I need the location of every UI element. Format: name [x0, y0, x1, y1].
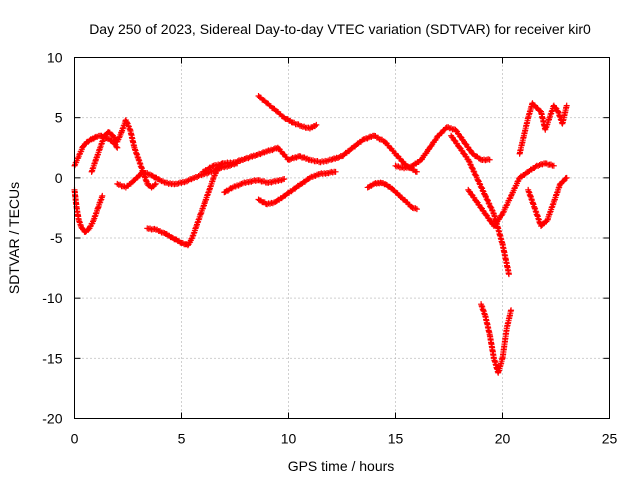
series-arc-13: [465, 160, 557, 229]
x-tick-label: 0: [71, 431, 79, 447]
data-point-markers: [255, 168, 339, 208]
y-tick-label: 5: [55, 110, 63, 126]
series-arc-10: [364, 179, 420, 213]
y-tick-label: -20: [42, 411, 62, 427]
y-tick-label: -15: [42, 350, 62, 366]
series-arc-07: [255, 93, 320, 132]
data-point-markers: [255, 93, 320, 132]
series-arc-03: [88, 117, 159, 191]
y-tick-label: 10: [47, 50, 63, 66]
series-arc-09: [255, 168, 339, 208]
data-point-markers: [364, 179, 420, 213]
series-arc-15: [516, 100, 570, 157]
data-point-markers: [516, 100, 570, 157]
data-point-markers: [144, 160, 226, 249]
series-arc-11: [392, 124, 493, 172]
y-tick-label: -5: [50, 230, 63, 246]
x-tick-label: 10: [281, 431, 297, 447]
data-point-markers: [88, 117, 159, 191]
x-tick-label: 25: [602, 431, 618, 447]
series-arc-05: [144, 160, 226, 249]
y-axis-title: SDTVAR / TECUs: [6, 182, 22, 294]
series-arc-02: [71, 186, 106, 235]
y-tick-label: 0: [55, 170, 63, 186]
series-arc-04: [114, 160, 241, 191]
series-arc-08: [221, 176, 288, 196]
data-point-markers: [392, 124, 493, 172]
data-point-markers: [478, 301, 515, 376]
x-tick-label: 15: [388, 431, 404, 447]
data-marks: [71, 93, 570, 376]
x-axis-title: GPS time / hours: [288, 458, 395, 474]
chart-title: Day 250 of 2023, Sidereal Day-to-day VTE…: [89, 21, 591, 37]
axis-ticks: [74, 57, 610, 419]
series-arc-14: [478, 301, 515, 376]
x-tick-label: 20: [495, 431, 511, 447]
data-point-markers: [465, 160, 557, 229]
y-tick-labels: -20 -15 -10 -5 0 5 10: [42, 50, 62, 427]
data-point-markers: [221, 176, 288, 196]
data-point-markers: [199, 132, 420, 175]
series-arc-16: [525, 174, 570, 229]
data-point-markers: [525, 174, 570, 229]
y-tick-label: -10: [42, 290, 62, 306]
x-tick-labels: 0 5 10 15 20 25: [71, 431, 618, 447]
data-point-markers: [114, 160, 241, 191]
x-tick-label: 5: [178, 431, 186, 447]
series-arc-06: [199, 132, 420, 175]
data-point-markers: [71, 186, 106, 235]
